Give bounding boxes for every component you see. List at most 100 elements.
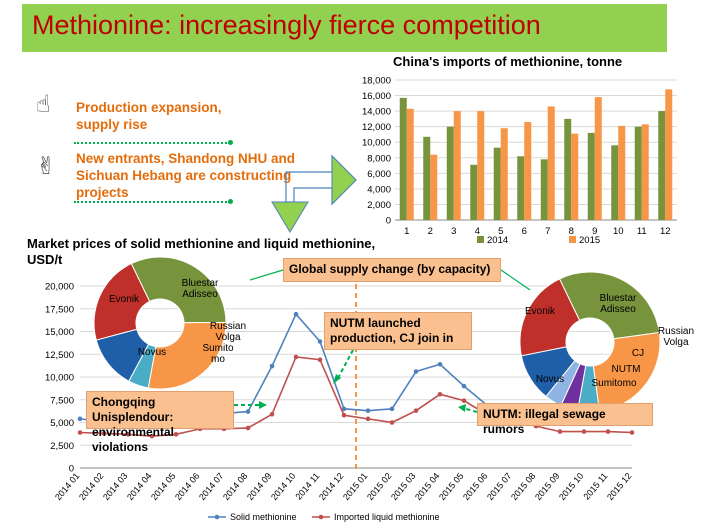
line-legend-label: Imported liquid methionine — [334, 512, 440, 522]
bar-x-tick-label: 8 — [569, 226, 574, 237]
bar-y-tick-label: 10,000 — [362, 138, 391, 149]
line-point — [557, 429, 563, 434]
bar-2014-11 — [634, 126, 642, 220]
line-point — [389, 420, 395, 425]
bar-chart: 0 2,000 4,000 6,000 8,000 10,000 12,000 14,000 1… — [362, 76, 677, 246]
bar-2015-8 — [571, 133, 579, 220]
bar-legend-swatch — [477, 236, 484, 243]
line-x-tick-label: 2015 05 — [437, 471, 466, 502]
pie-label: Evonik — [525, 306, 556, 317]
bar-y-tick-label: 4,000 — [367, 184, 391, 195]
bar-x-tick-label: 11 — [637, 226, 647, 237]
bullet-divider-end — [228, 140, 233, 145]
line-point — [173, 432, 179, 437]
line-point — [125, 432, 131, 437]
bar-x-tick-label: 7 — [545, 226, 550, 237]
line-x-tick-label: 2015 06 — [461, 471, 490, 502]
callout-nutm-sewage: NUTM: illegal sewage rumors — [477, 403, 653, 436]
line-y-tick-label: 2,500 — [50, 441, 74, 452]
line-x-tick-label: 2014 07 — [197, 471, 226, 502]
bar-x-tick-label: 6 — [522, 226, 527, 237]
bar-chart-title: China's imports of methionine, tonne — [393, 54, 623, 69]
bar-2015-9 — [594, 97, 602, 220]
down-arrow-head — [271, 201, 309, 233]
bar-legend-label: 2015 — [579, 235, 600, 246]
pie-label: CJ — [632, 348, 644, 359]
line-legend-marker — [318, 514, 324, 520]
line-x-tick-label: 2015 08 — [509, 471, 538, 502]
line-x-tick-label: 2015 03 — [389, 471, 418, 502]
line-x-tick-label: 2015 02 — [365, 471, 394, 502]
line-point — [629, 430, 635, 435]
line-y-tick-label: 12,500 — [45, 350, 74, 361]
bar-y-tick-label: 14,000 — [362, 107, 391, 118]
bar-2014-6 — [517, 156, 525, 220]
bar-2014-7 — [540, 159, 548, 220]
line-y-tick-label: 0 — [69, 464, 74, 475]
bar-2014-5 — [493, 147, 501, 220]
pie-label: Bluestar Adisseo — [182, 278, 219, 300]
line-series-Imported liquid methionine — [79, 356, 633, 437]
bar-x-tick-label: 12 — [660, 226, 671, 237]
line-point — [389, 406, 395, 412]
bar-x-tick-label: 4 — [475, 226, 480, 237]
line-x-tick-label: 2015 10 — [557, 471, 586, 502]
bar-y-tick-label: 18,000 — [362, 76, 391, 87]
line-point — [245, 425, 251, 431]
line-y-tick-label: 17,500 — [45, 304, 74, 315]
bar-2014-8 — [564, 118, 572, 220]
line-y-tick-label: 7,500 — [50, 395, 74, 406]
line-point — [605, 429, 611, 434]
line-x-tick-label: 2014 08 — [221, 471, 250, 502]
bar-2015-4 — [477, 111, 485, 220]
pie-chart-after: Evonik Bluestar Adisseo Russian Volga CJ NUTM S… — [519, 271, 694, 413]
line-point — [413, 408, 419, 413]
line-y-tick-label: 5,000 — [50, 418, 74, 429]
line-legend-label: Solid methionine — [230, 512, 297, 522]
line-x-tick-label: 2014 04 — [125, 471, 154, 502]
hand-victory-icon: ✌ — [36, 152, 57, 180]
bar-2014-12 — [658, 111, 666, 220]
bullet-divider-end — [228, 199, 233, 204]
bar-2015-5 — [500, 128, 508, 220]
line-point — [341, 406, 347, 412]
right-arrow-head — [331, 154, 357, 206]
line-point — [461, 383, 467, 389]
bar-2014-3 — [446, 126, 454, 220]
pie-label: Russian Volga — [210, 321, 246, 343]
callout-chongqing: Chongqing Unisplendour: environmental vi… — [86, 391, 234, 454]
callout-nutm-launch: NUTM launched production, CJ join in — [324, 312, 472, 350]
line-point — [77, 416, 83, 422]
bar-2015-2 — [430, 154, 438, 220]
bar-x-tick-label: 10 — [613, 226, 624, 237]
line-x-tick-label: 2014 10 — [269, 471, 298, 502]
line-x-tick-label: 2015 01 — [341, 471, 370, 502]
line-x-tick-label: 2014 09 — [245, 471, 274, 502]
bullet-new-entrants: New entrants, Shandong NHU and Sichuan H… — [76, 151, 296, 200]
pie-slice-novus — [519, 278, 581, 357]
bar-x-tick-label: 1 — [404, 226, 409, 237]
line-x-tick-label: 2014 12 — [317, 471, 346, 502]
line-x-tick-label: 2014 06 — [173, 471, 202, 502]
line-point — [341, 412, 347, 418]
line-x-tick-label: 2014 05 — [149, 471, 178, 502]
bullet-divider — [74, 201, 230, 203]
line-legend-marker — [214, 514, 220, 520]
bar-2014-10 — [611, 145, 619, 220]
line-x-tick-label: 2014 03 — [101, 471, 130, 502]
bar-2015-7 — [547, 106, 555, 220]
pie-label: Novus — [536, 374, 564, 385]
bar-y-tick-label: 0 — [386, 216, 391, 227]
line-point — [293, 311, 299, 317]
bar-x-tick-label: 2 — [428, 226, 433, 237]
bar-2015-1 — [406, 108, 414, 220]
bar-x-tick-label: 5 — [498, 226, 503, 237]
line-point — [437, 391, 443, 397]
bar-2015-12 — [665, 89, 673, 220]
bar-legend-swatch — [569, 236, 576, 243]
line-point — [101, 431, 107, 436]
bar-x-tick-label: 9 — [592, 226, 597, 237]
pie-label: Bluestar Adisseo — [600, 293, 637, 315]
pie-label: Sumitomo — [591, 378, 636, 389]
pie-slice-novus — [93, 262, 151, 341]
